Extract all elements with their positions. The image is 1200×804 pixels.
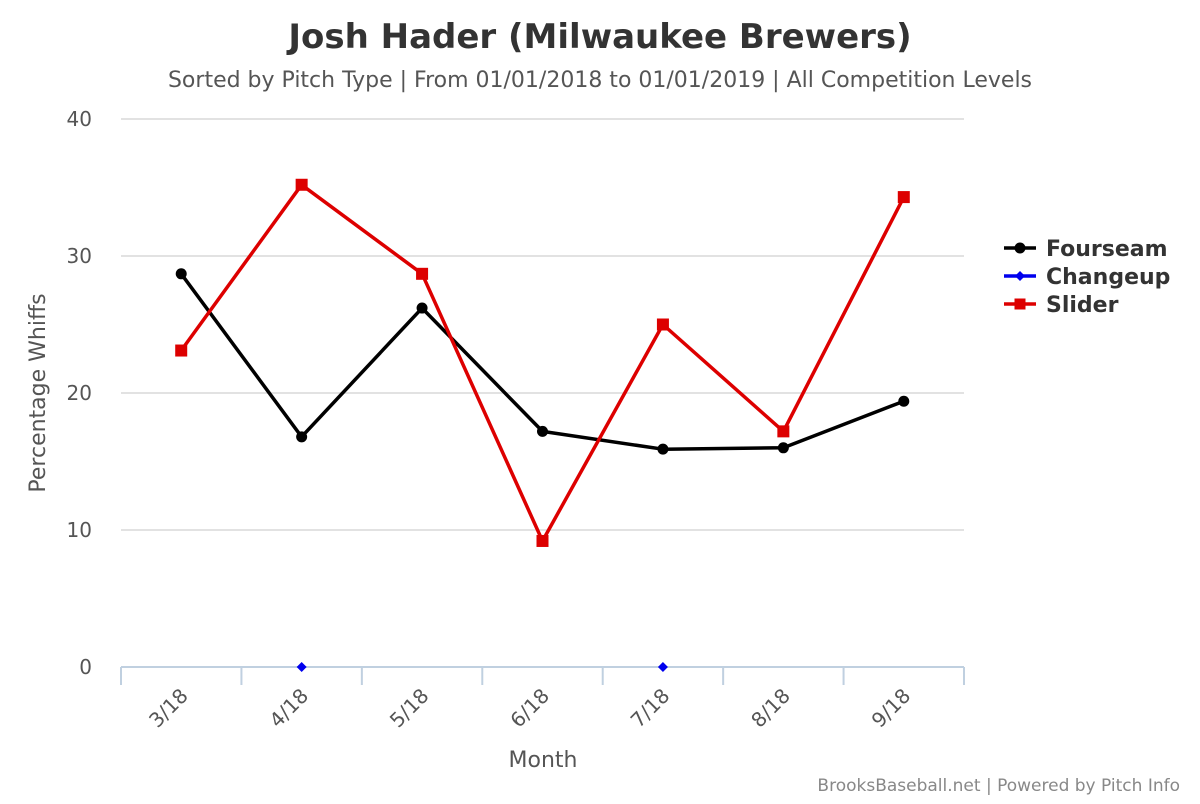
data-point-slider[interactable] — [777, 425, 790, 438]
legend-marker-changeup[interactable] — [1015, 271, 1025, 281]
data-point-slider[interactable] — [295, 178, 308, 191]
y-axis: 0 10 20 30 40 — [67, 107, 92, 679]
data-point-fourseam[interactable] — [657, 443, 669, 455]
y-axis-title: Percentage Whiffs — [26, 293, 51, 492]
x-tick-label: 8/18 — [746, 684, 795, 733]
legend-marker-slider[interactable] — [1014, 298, 1026, 310]
data-point-slider[interactable] — [897, 191, 910, 204]
x-tick-label: 7/18 — [626, 684, 675, 733]
series-line-slider — [179, 183, 906, 543]
data-point-fourseam[interactable] — [898, 395, 910, 407]
series-fourseam — [175, 268, 910, 455]
data-point-slider[interactable] — [536, 534, 549, 547]
x-axis — [120, 666, 965, 685]
chart-title: Josh Hader (Milwaukee Brewers) — [286, 17, 911, 57]
data-point-fourseam[interactable] — [777, 442, 789, 454]
series-changeup — [296, 662, 668, 672]
legend[interactable]: Fourseam Changeup Slider — [1004, 237, 1170, 318]
x-tick-label: 3/18 — [144, 684, 193, 733]
y-tick-label: 30 — [67, 244, 92, 268]
data-point-fourseam[interactable] — [416, 302, 428, 314]
credits[interactable]: BrooksBaseball.net | Powered by Pitch In… — [817, 776, 1180, 796]
legend-item-slider[interactable]: Slider — [1004, 293, 1119, 318]
gridlines — [121, 118, 964, 531]
x-tick-label: 5/18 — [385, 684, 434, 733]
legend-label-changeup: Changeup — [1046, 265, 1170, 290]
data-point-changeup[interactable] — [657, 662, 668, 672]
series-slider — [175, 178, 910, 547]
y-tick-label: 10 — [67, 518, 92, 542]
x-tick-labels: 3/18 4/18 5/18 6/18 7/18 8/18 9/18 — [144, 684, 915, 733]
data-point-slider[interactable] — [416, 267, 429, 280]
x-axis-title: Month — [509, 748, 578, 773]
data-point-slider[interactable] — [656, 318, 669, 331]
series — [175, 178, 910, 672]
data-point-fourseam[interactable] — [175, 268, 187, 280]
legend-item-changeup[interactable]: Changeup — [1004, 265, 1170, 290]
x-tick-label: 4/18 — [264, 684, 313, 733]
data-point-fourseam[interactable] — [537, 425, 548, 437]
y-tick-label: 40 — [67, 107, 92, 131]
legend-marker-fourseam[interactable] — [1014, 242, 1026, 254]
y-tick-label: 20 — [67, 381, 92, 405]
chart-subtitle: Sorted by Pitch Type | From 01/01/2018 t… — [168, 68, 1032, 93]
x-tick-label: 9/18 — [867, 684, 916, 733]
data-point-changeup[interactable] — [296, 662, 307, 672]
data-point-slider[interactable] — [175, 344, 188, 357]
series-line-fourseam — [179, 272, 905, 451]
x-tick-label: 6/18 — [505, 684, 554, 733]
y-tick-label: 0 — [79, 655, 92, 679]
legend-label-slider: Slider — [1046, 293, 1119, 318]
legend-item-fourseam[interactable]: Fourseam — [1004, 237, 1168, 262]
legend-label-fourseam: Fourseam — [1046, 237, 1168, 262]
data-point-fourseam[interactable] — [296, 431, 308, 443]
